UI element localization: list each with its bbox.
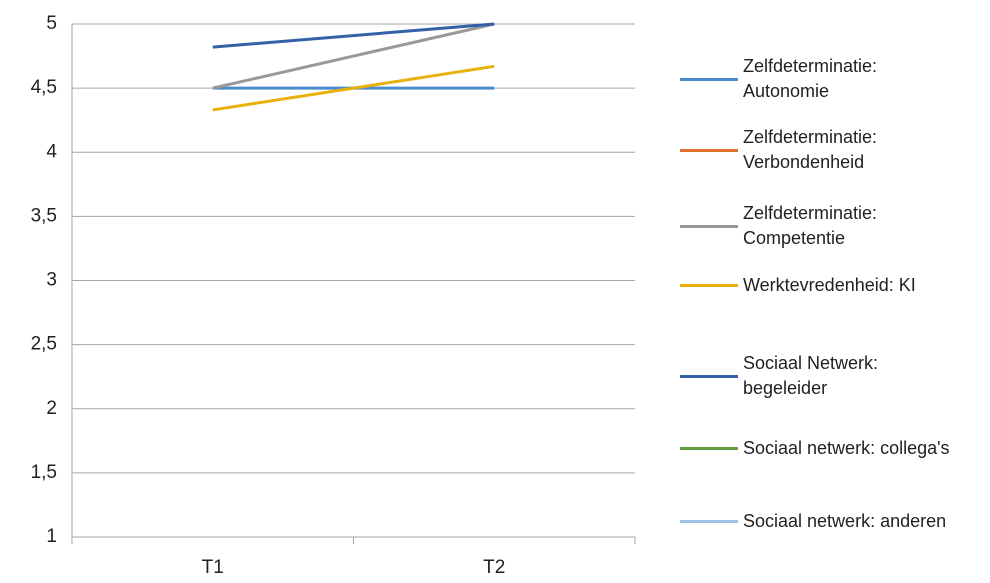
y-tick-label: 3,5 (31, 205, 57, 226)
legend-swatch (680, 283, 738, 287)
legend-swatch (680, 374, 738, 378)
legend-label: Sociaal Netwerk: begeleider (743, 353, 879, 398)
x-tick-label: T1 (202, 557, 224, 578)
y-tick-label: 2,5 (31, 334, 57, 355)
legend-item: Sociaal netwerk: collega's (680, 436, 980, 461)
series-line (212, 22, 495, 90)
legend-item: Sociaal Netwerk: begeleider (680, 351, 980, 401)
legend-swatch (680, 148, 738, 152)
legend-label: Werktevredenheid: KI (743, 274, 916, 295)
x-tick-label: T2 (483, 557, 505, 578)
y-tick-label: 4 (46, 141, 57, 162)
legend-swatch (680, 446, 738, 450)
y-tick-label: 4,5 (31, 77, 57, 98)
legend-label: Zelfdeterminatie: Verbondenheid (743, 127, 878, 172)
legend-item: Zelfdeterminatie: Autonomie (680, 54, 980, 104)
series-line (212, 22, 495, 49)
legend-label: Sociaal netwerk: anderen (743, 510, 947, 531)
legend-item: Sociaal netwerk: anderen (680, 509, 980, 534)
legend-label: Sociaal netwerk: collega's (743, 437, 950, 458)
legend-swatch (680, 224, 738, 228)
legend-swatch (680, 77, 738, 81)
y-tick-label: 1,5 (31, 462, 57, 483)
legend-item: Werktevredenheid: KI (680, 273, 980, 298)
y-tick-label: 5 (46, 13, 57, 34)
legend-item: Zelfdeterminatie: Verbondenheid (680, 125, 980, 175)
legend-label: Zelfdeterminatie: Competentie (743, 203, 878, 248)
series-line (212, 64, 495, 112)
y-tick-label: 3 (46, 270, 57, 291)
legend-label: Zelfdeterminatie: Autonomie (743, 56, 878, 101)
y-tick-label: 1 (46, 526, 57, 547)
legend-item: Zelfdeterminatie: Competentie (680, 201, 980, 251)
legend-swatch (680, 519, 738, 523)
y-tick-label: 2 (46, 398, 57, 419)
